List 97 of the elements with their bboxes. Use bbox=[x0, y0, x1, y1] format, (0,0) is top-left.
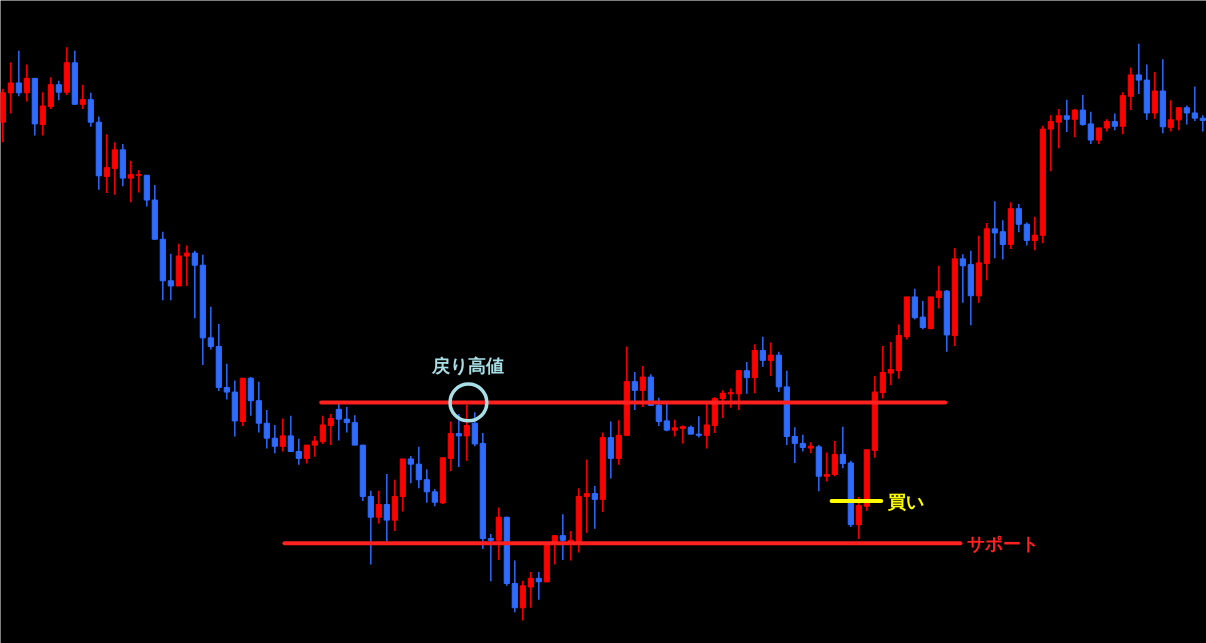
candlestick bbox=[327, 413, 334, 446]
candlestick bbox=[1087, 111, 1094, 145]
candlestick bbox=[919, 300, 926, 330]
candlestick bbox=[1151, 71, 1158, 120]
candlestick bbox=[471, 411, 478, 448]
candlestick bbox=[559, 513, 566, 561]
candlestick bbox=[1167, 99, 1174, 133]
candlestick bbox=[591, 485, 598, 530]
ref-line-label: 買い bbox=[886, 490, 924, 512]
candlestick bbox=[167, 252, 174, 302]
candlestick bbox=[103, 133, 110, 194]
candlestick bbox=[663, 402, 670, 433]
candlestick bbox=[1127, 66, 1134, 111]
candlestick bbox=[583, 458, 590, 534]
candlestick bbox=[223, 363, 230, 401]
candlestick bbox=[23, 63, 30, 103]
candlestick bbox=[1191, 85, 1198, 122]
candlestick bbox=[55, 79, 62, 102]
candlestick bbox=[455, 413, 462, 468]
candlestick bbox=[207, 305, 214, 351]
candlestick bbox=[263, 409, 270, 450]
candlestick bbox=[287, 414, 294, 453]
candlestick bbox=[1055, 108, 1062, 149]
candlestick bbox=[1071, 108, 1078, 138]
candlestick bbox=[407, 455, 414, 484]
candlestick bbox=[519, 579, 526, 622]
candlestick bbox=[607, 420, 614, 480]
candlestick bbox=[879, 345, 886, 400]
candlestick bbox=[991, 200, 998, 260]
candlestick bbox=[319, 414, 326, 445]
candlestick bbox=[7, 61, 14, 115]
candlestick bbox=[1031, 216, 1038, 251]
candlestick bbox=[807, 441, 814, 454]
candlestick bbox=[1079, 94, 1086, 127]
candlestick bbox=[111, 141, 118, 196]
candlestick bbox=[47, 76, 54, 110]
candlestick bbox=[855, 496, 862, 540]
candlestick bbox=[1183, 104, 1190, 126]
candlestick bbox=[303, 444, 310, 465]
candlestick bbox=[127, 160, 134, 204]
candlestick bbox=[39, 91, 46, 137]
candlestick bbox=[767, 341, 774, 377]
candlestick bbox=[247, 376, 254, 417]
candlestick bbox=[831, 440, 838, 478]
candlestick bbox=[1023, 221, 1030, 247]
candlestick bbox=[935, 265, 942, 310]
annotation: 戻り高値 bbox=[431, 355, 505, 377]
candlestick bbox=[87, 92, 94, 128]
candlestick bbox=[999, 219, 1006, 261]
candlestick bbox=[375, 489, 382, 525]
candlestick bbox=[759, 335, 766, 368]
candlestick bbox=[295, 438, 302, 466]
candlestick bbox=[367, 489, 374, 566]
candlestick bbox=[615, 419, 622, 466]
candlestick bbox=[1175, 106, 1182, 131]
candlestick bbox=[415, 446, 422, 490]
candlestick bbox=[639, 365, 646, 408]
candlestick bbox=[495, 506, 502, 561]
candlestick bbox=[823, 451, 830, 483]
candlestick bbox=[791, 426, 798, 464]
candlestick bbox=[839, 425, 846, 469]
candlestick bbox=[1199, 114, 1206, 133]
candlestick bbox=[423, 468, 430, 504]
candlestick bbox=[463, 404, 470, 462]
candlestick bbox=[15, 49, 22, 97]
candlestick bbox=[671, 419, 678, 438]
candlestick bbox=[887, 341, 894, 386]
candlestick bbox=[383, 473, 390, 543]
candlestick bbox=[271, 424, 278, 454]
candlestick bbox=[1015, 203, 1022, 234]
candlestick bbox=[655, 397, 662, 427]
ref-line-label: サポート bbox=[966, 532, 1039, 554]
candlestick bbox=[183, 244, 190, 287]
candlestick bbox=[79, 83, 86, 110]
candlestick bbox=[1047, 114, 1054, 172]
candlestick bbox=[695, 415, 702, 439]
candlestick bbox=[911, 288, 918, 321]
candlestick bbox=[279, 417, 286, 453]
candlestick bbox=[1135, 43, 1142, 95]
candlestick bbox=[679, 424, 686, 445]
candlestick bbox=[391, 478, 398, 532]
candlestick bbox=[527, 571, 534, 609]
candlestick bbox=[135, 169, 142, 194]
candlestick bbox=[735, 369, 742, 411]
candlestick bbox=[727, 387, 734, 409]
candlestick bbox=[191, 250, 198, 319]
candlestick bbox=[703, 402, 710, 450]
candlestick bbox=[351, 414, 358, 446]
candlestick bbox=[311, 435, 318, 458]
candlestick bbox=[959, 253, 966, 304]
candlestick bbox=[335, 402, 342, 442]
candlestick bbox=[487, 533, 494, 582]
candlestick bbox=[719, 389, 726, 419]
candlestick bbox=[255, 380, 262, 434]
candlestick bbox=[631, 371, 638, 411]
candlestick bbox=[1063, 98, 1070, 133]
candlestick bbox=[743, 361, 750, 395]
